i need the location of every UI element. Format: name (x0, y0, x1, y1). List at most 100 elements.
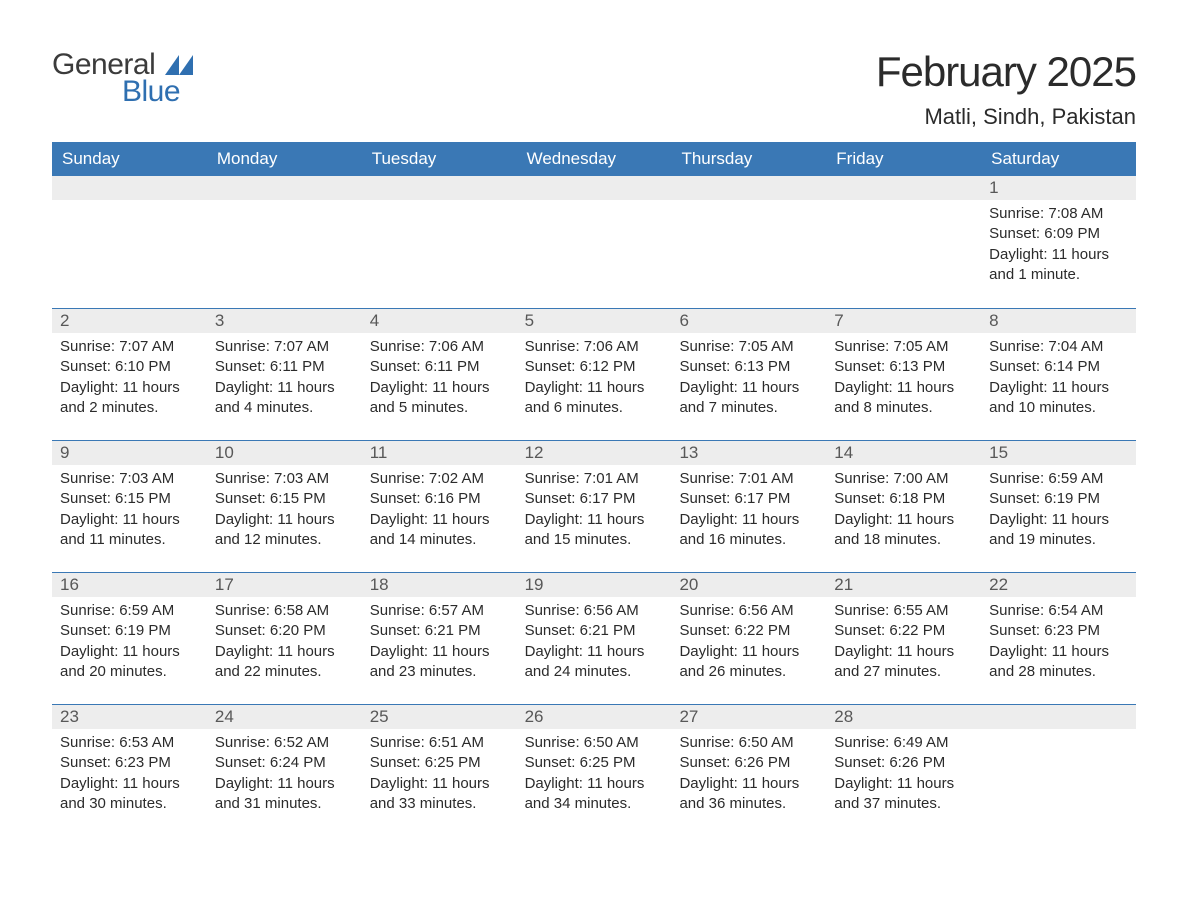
day-number: 25 (362, 705, 517, 729)
day-number: 3 (207, 309, 362, 333)
day-cell: 12 Sunrise: 7:01 AMSunset: 6:17 PMDayligh… (517, 441, 672, 572)
sunrise-text: Sunrise: 7:02 AM (370, 469, 509, 489)
sunrise-text: Sunrise: 6:50 AM (679, 733, 818, 753)
logo: General Blue (52, 48, 193, 109)
sunset-text: Sunset: 6:15 PM (215, 489, 354, 509)
weekday-header: Wednesday (517, 142, 672, 176)
sunset-text: Sunset: 6:12 PM (525, 357, 664, 377)
weekday-header: Friday (826, 142, 981, 176)
daylight-text: Daylight: 11 hours and 33 minutes. (370, 774, 509, 815)
sunset-text: Sunset: 6:10 PM (60, 357, 199, 377)
day-number: 1 (981, 176, 1136, 200)
day-body: Sunrise: 6:52 AMSunset: 6:24 PMDaylight:… (207, 729, 362, 826)
sunset-text: Sunset: 6:25 PM (370, 753, 509, 773)
day-cell: 10Sunrise: 7:03 AMSunset: 6:15 PMDayligh… (207, 441, 362, 572)
week-row: 23Sunrise: 6:53 AMSunset: 6:23 PMDayligh… (52, 704, 1136, 836)
sunset-text: Sunset: 6:19 PM (60, 621, 199, 641)
weekday-header: Tuesday (362, 142, 517, 176)
day-cell (362, 176, 517, 308)
sunrise-text: Sunrise: 6:52 AM (215, 733, 354, 753)
day-cell (981, 705, 1136, 836)
day-body: Sunrise: 6:55 AMSunset: 6:22 PMDaylight:… (826, 597, 981, 694)
calendar: Sunday Monday Tuesday Wednesday Thursday… (52, 142, 1136, 836)
sunrise-text: Sunrise: 7:01 AM (525, 469, 664, 489)
sunset-text: Sunset: 6:11 PM (215, 357, 354, 377)
sunrise-text: Sunrise: 6:51 AM (370, 733, 509, 753)
day-cell (671, 176, 826, 308)
sunset-text: Sunset: 6:18 PM (834, 489, 973, 509)
day-body: Sunrise: 7:06 AMSunset: 6:12 PMDaylight:… (517, 333, 672, 430)
sunset-text: Sunset: 6:23 PM (60, 753, 199, 773)
day-body: Sunrise: 7:05 AMSunset: 6:13 PMDaylight:… (671, 333, 826, 430)
sunrise-text: Sunrise: 6:50 AM (525, 733, 664, 753)
sunrise-text: Sunrise: 7:03 AM (60, 469, 199, 489)
sunrise-text: Sunrise: 6:54 AM (989, 601, 1128, 621)
sunset-text: Sunset: 6:16 PM (370, 489, 509, 509)
weeks-container: 1Sunrise: 7:08 AMSunset: 6:09 PMDaylight… (52, 176, 1136, 836)
sunrise-text: Sunrise: 7:05 AM (834, 337, 973, 357)
day-body: Sunrise: 6:50 AMSunset: 6:25 PMDaylight:… (517, 729, 672, 826)
daylight-text: Daylight: 11 hours and 4 minutes. (215, 378, 354, 419)
day-body (362, 200, 517, 216)
day-cell (52, 176, 207, 308)
day-cell: 22Sunrise: 6:54 AMSunset: 6:23 PMDayligh… (981, 573, 1136, 704)
day-cell: 25Sunrise: 6:51 AMSunset: 6:25 PMDayligh… (362, 705, 517, 836)
day-cell: 28Sunrise: 6:49 AMSunset: 6:26 PMDayligh… (826, 705, 981, 836)
daylight-text: Daylight: 11 hours and 1 minute. (989, 245, 1128, 286)
header: General Blue February 2025 Matli, Sindh,… (52, 48, 1136, 130)
sunrise-text: Sunrise: 7:07 AM (215, 337, 354, 357)
day-number: 24 (207, 705, 362, 729)
daylight-text: Daylight: 11 hours and 7 minutes. (679, 378, 818, 419)
day-body: Sunrise: 6:54 AMSunset: 6:23 PMDaylight:… (981, 597, 1136, 694)
logo-text: General Blue (52, 48, 193, 109)
sunset-text: Sunset: 6:14 PM (989, 357, 1128, 377)
day-number: 20 (671, 573, 826, 597)
day-number (52, 176, 207, 200)
weekday-header: Saturday (981, 142, 1136, 176)
day-body: Sunrise: 7:01 AMSunset: 6:17 PMDaylight:… (671, 465, 826, 562)
day-number: 8 (981, 309, 1136, 333)
day-number: 22 (981, 573, 1136, 597)
daylight-text: Daylight: 11 hours and 37 minutes. (834, 774, 973, 815)
daylight-text: Daylight: 11 hours and 8 minutes. (834, 378, 973, 419)
sunrise-text: Sunrise: 6:49 AM (834, 733, 973, 753)
day-body: Sunrise: 7:05 AMSunset: 6:13 PMDaylight:… (826, 333, 981, 430)
sunset-text: Sunset: 6:20 PM (215, 621, 354, 641)
day-number: 26 (517, 705, 672, 729)
sunrise-text: Sunrise: 6:58 AM (215, 601, 354, 621)
sunrise-text: Sunrise: 6:57 AM (370, 601, 509, 621)
day-body: Sunrise: 6:56 AMSunset: 6:21 PMDaylight:… (517, 597, 672, 694)
week-row: 2Sunrise: 7:07 AMSunset: 6:10 PMDaylight… (52, 308, 1136, 440)
day-number: 10 (207, 441, 362, 465)
daylight-text: Daylight: 11 hours and 34 minutes. (525, 774, 664, 815)
day-cell: 27Sunrise: 6:50 AMSunset: 6:26 PMDayligh… (671, 705, 826, 836)
sunset-text: Sunset: 6:11 PM (370, 357, 509, 377)
day-number: 9 (52, 441, 207, 465)
sunrise-text: Sunrise: 6:59 AM (60, 601, 199, 621)
day-number (207, 176, 362, 200)
daylight-text: Daylight: 11 hours and 19 minutes. (989, 510, 1128, 551)
day-number: 11 (362, 441, 517, 465)
daylight-text: Daylight: 11 hours and 15 minutes. (525, 510, 664, 551)
sunset-text: Sunset: 6:25 PM (525, 753, 664, 773)
day-body: Sunrise: 6:51 AMSunset: 6:25 PMDaylight:… (362, 729, 517, 826)
sunset-text: Sunset: 6:17 PM (525, 489, 664, 509)
week-row: 1Sunrise: 7:08 AMSunset: 6:09 PMDaylight… (52, 176, 1136, 308)
day-body: Sunrise: 6:53 AMSunset: 6:23 PMDaylight:… (52, 729, 207, 826)
daylight-text: Daylight: 11 hours and 2 minutes. (60, 378, 199, 419)
daylight-text: Daylight: 11 hours and 10 minutes. (989, 378, 1128, 419)
day-number (362, 176, 517, 200)
day-cell: 26Sunrise: 6:50 AMSunset: 6:25 PMDayligh… (517, 705, 672, 836)
day-body: Sunrise: 7:02 AMSunset: 6:16 PMDaylight:… (362, 465, 517, 562)
day-body (517, 200, 672, 216)
day-body (826, 200, 981, 216)
day-cell: 20Sunrise: 6:56 AMSunset: 6:22 PMDayligh… (671, 573, 826, 704)
day-body: Sunrise: 6:49 AMSunset: 6:26 PMDaylight:… (826, 729, 981, 826)
day-number: 7 (826, 309, 981, 333)
day-number: 28 (826, 705, 981, 729)
day-number: 12 (517, 441, 672, 465)
daylight-text: Daylight: 11 hours and 24 minutes. (525, 642, 664, 683)
day-number: 18 (362, 573, 517, 597)
sunset-text: Sunset: 6:19 PM (989, 489, 1128, 509)
sunset-text: Sunset: 6:09 PM (989, 224, 1128, 244)
